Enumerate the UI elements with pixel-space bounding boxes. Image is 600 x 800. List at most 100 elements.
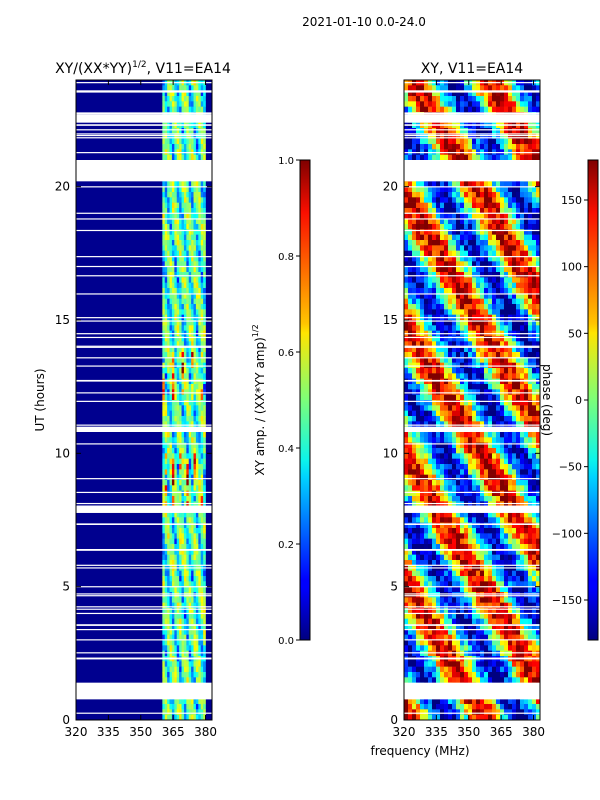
amplitude-cell xyxy=(203,261,206,267)
phase-panel-title: XY, V11=EA14 xyxy=(421,61,523,77)
phase-cell xyxy=(416,128,421,134)
phase-cell xyxy=(456,261,461,267)
amplitude-cell xyxy=(186,181,190,187)
phase-cell xyxy=(520,464,525,470)
phase-cell xyxy=(472,261,477,267)
amplitude-cell xyxy=(188,288,192,294)
phase-cell xyxy=(484,405,489,411)
phase-cell xyxy=(528,202,533,209)
phase-cell xyxy=(524,293,529,299)
phase-cell xyxy=(484,448,489,454)
amplitude-cell xyxy=(195,416,199,422)
phase-cell xyxy=(464,336,469,342)
amplitude-cell xyxy=(193,421,197,427)
amplitude-cell xyxy=(195,709,199,715)
amplitude-cell xyxy=(191,602,194,609)
phase-cell xyxy=(404,405,409,411)
amplitude-cell xyxy=(198,576,202,582)
phase-cell xyxy=(488,224,493,230)
amplitude-cell xyxy=(186,469,190,475)
amplitude-cell xyxy=(183,597,187,603)
amplitude-cell xyxy=(164,464,168,470)
amplitude-cell xyxy=(198,672,202,678)
phase-cell xyxy=(452,501,457,507)
amplitude-cell xyxy=(183,336,187,342)
amplitude-cell xyxy=(179,293,182,299)
amplitude-cell xyxy=(181,624,185,630)
phase-cell xyxy=(500,320,505,326)
amplitude-cell xyxy=(167,293,170,299)
phase-cell xyxy=(420,496,425,502)
phase-cell xyxy=(504,496,509,502)
phase-cell xyxy=(504,181,509,187)
phase-cell xyxy=(484,128,489,134)
amplitude-cell xyxy=(171,384,175,390)
amplitude-cell xyxy=(186,581,190,587)
phase-cell xyxy=(428,421,433,427)
amplitude-cell xyxy=(162,496,166,502)
phase-cell xyxy=(468,320,473,326)
phase-cell xyxy=(512,480,517,486)
phase-cell xyxy=(472,501,477,507)
phase-cell xyxy=(488,474,493,481)
phase-cell xyxy=(412,309,417,315)
phase-cell xyxy=(456,85,461,91)
phase-cell xyxy=(440,352,445,358)
phase-cell xyxy=(500,474,505,481)
amplitude-cell xyxy=(195,272,199,278)
amplitude-cell xyxy=(193,288,197,294)
amplitude-cell xyxy=(183,613,187,619)
phase-cell xyxy=(476,266,481,273)
amplitude-cell xyxy=(193,640,197,646)
phase-cell xyxy=(412,501,417,507)
amplitude-cell xyxy=(203,293,206,299)
amplitude-cell xyxy=(169,250,173,257)
phase-cell xyxy=(520,277,525,283)
amplitude-cell xyxy=(200,709,204,715)
amplitude-cell xyxy=(176,298,180,305)
amplitude-cell xyxy=(174,480,178,486)
amplitude-cell xyxy=(176,272,180,278)
phase-cell xyxy=(516,218,521,225)
phase-cell xyxy=(496,357,501,363)
amplitude-cell xyxy=(183,400,187,406)
amplitude-cell xyxy=(198,560,202,566)
amplitude-cell xyxy=(176,304,180,310)
amplitude-cell xyxy=(174,501,178,507)
amplitude-cell xyxy=(176,218,180,225)
amplitude-cell xyxy=(198,458,202,465)
phase-cell xyxy=(436,181,441,187)
amplitude-cell xyxy=(162,229,166,235)
amplitude-cell xyxy=(169,469,173,475)
amplitude-cell xyxy=(193,576,197,582)
amplitude-cell xyxy=(191,346,194,353)
phase-cell xyxy=(452,442,457,449)
phase-cell xyxy=(468,154,473,161)
phase-cell xyxy=(516,298,521,305)
amplitude-cell xyxy=(203,544,206,550)
phase-cell xyxy=(420,453,425,459)
amplitude-cell xyxy=(169,293,173,299)
amplitude-cell xyxy=(164,96,168,102)
phase-cell xyxy=(500,282,505,289)
phase-cell xyxy=(532,288,537,294)
amplitude-cell xyxy=(193,224,197,230)
phase-cell xyxy=(524,325,529,331)
phase-cell xyxy=(512,341,517,347)
phase-cell xyxy=(432,432,437,438)
phase-cell xyxy=(404,261,409,267)
amplitude-cell xyxy=(186,261,190,267)
amplitude-y-label: UT (hours) xyxy=(33,368,47,431)
phase-cell xyxy=(480,224,485,230)
phase-cell xyxy=(448,234,453,241)
amplitude-cell xyxy=(162,592,166,598)
amplitude-cell xyxy=(176,432,180,438)
phase-cell xyxy=(436,272,441,278)
amplitude-cell xyxy=(179,709,182,715)
amplitude-cell xyxy=(181,634,185,641)
amplitude-cell xyxy=(191,576,194,582)
amplitude-cell xyxy=(188,586,192,593)
amplitude-cell xyxy=(179,714,182,720)
amplitude-cell xyxy=(164,677,168,683)
amplitude-cell xyxy=(174,389,178,395)
